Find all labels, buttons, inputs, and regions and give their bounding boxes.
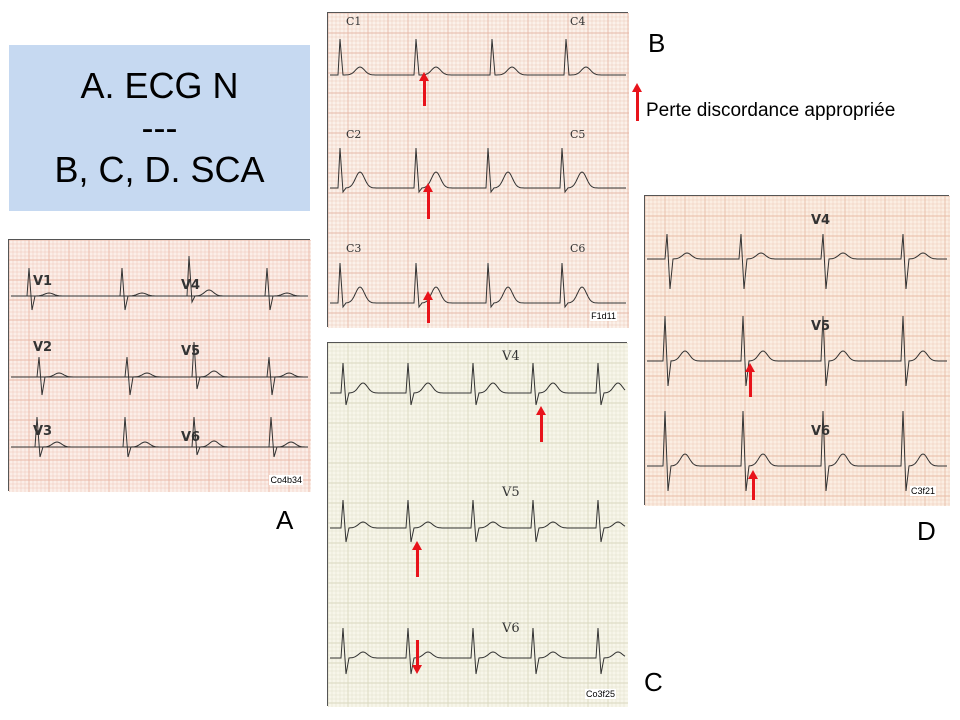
ecg-trace-a bbox=[9, 240, 311, 492]
lead-label: V6 bbox=[811, 424, 831, 439]
lead-label: V4 bbox=[181, 278, 201, 293]
lead-label: C6 bbox=[570, 242, 586, 255]
panel-letter-c: C bbox=[644, 667, 663, 697]
red-arrow-icon bbox=[419, 72, 429, 106]
panel-letter-d: D bbox=[917, 516, 936, 546]
ecg-panel-c: V4 V5 V6 Co3f25 bbox=[327, 342, 628, 707]
red-arrow-icon bbox=[745, 363, 755, 397]
lead-label: V1 bbox=[33, 274, 53, 289]
panel-letter-b: B bbox=[648, 28, 666, 58]
title-line-2: --- bbox=[141, 107, 178, 148]
lead-label: V4 bbox=[811, 213, 831, 228]
lead-label: V6 bbox=[181, 430, 201, 445]
ecg-lead-trace bbox=[11, 255, 308, 304]
lead-label: V2 bbox=[33, 340, 53, 355]
lead-label: V3 bbox=[33, 424, 53, 439]
ecg-lead-trace bbox=[330, 147, 626, 194]
lead-label: V4 bbox=[502, 349, 520, 364]
figure-code: C3f21 bbox=[909, 486, 936, 496]
figure-code: F1d11 bbox=[590, 311, 617, 321]
lead-label: C3 bbox=[346, 242, 362, 255]
red-arrow-icon bbox=[412, 640, 422, 674]
red-arrow-icon bbox=[423, 183, 433, 219]
grid-paper bbox=[645, 196, 950, 506]
lead-label: V5 bbox=[181, 344, 201, 359]
ecg-panel-d: V4 V5 V6 C3f21 bbox=[644, 195, 950, 506]
ecg-trace-d bbox=[645, 196, 950, 506]
figure-code: Co4b34 bbox=[269, 475, 303, 485]
lead-label: C4 bbox=[570, 15, 586, 28]
grid-paper bbox=[9, 240, 311, 492]
legend-text: Perte discordance appropriée bbox=[646, 100, 896, 121]
red-arrow-icon bbox=[423, 291, 433, 323]
red-arrow-icon bbox=[536, 406, 546, 442]
lead-label: V5 bbox=[502, 485, 520, 500]
ecg-trace-c bbox=[328, 343, 628, 707]
ecg-lead-trace bbox=[330, 627, 626, 675]
title-line-1: A. ECG N bbox=[80, 65, 239, 106]
grid-paper bbox=[328, 343, 628, 707]
figure-code: Co3f25 bbox=[584, 689, 616, 699]
ecg-lead-trace bbox=[647, 410, 947, 492]
ecg-lead-trace bbox=[11, 341, 308, 390]
ecg-panel-b: C1 C2 C3 C4 C5 C6 F1d11 bbox=[327, 12, 629, 328]
ecg-panel-a: V1 V2 V3 V4 V5 V6 Co4b34 bbox=[8, 239, 311, 492]
ecg-lead-trace bbox=[647, 233, 947, 290]
lead-label: V6 bbox=[502, 621, 520, 636]
lead-label: V5 bbox=[811, 319, 831, 334]
legend-arrow-icon bbox=[632, 83, 642, 121]
panel-letter-a: A bbox=[276, 505, 294, 535]
lead-label: C1 bbox=[346, 15, 362, 28]
ecg-trace-b bbox=[328, 13, 629, 328]
lead-label: C2 bbox=[346, 128, 362, 141]
red-arrow-icon bbox=[748, 470, 758, 500]
ecg-lead-trace bbox=[330, 262, 626, 309]
lead-label: C5 bbox=[570, 128, 586, 141]
grid-paper bbox=[328, 13, 629, 328]
ecg-lead-trace bbox=[330, 499, 626, 543]
ecg-lead-trace bbox=[330, 38, 626, 76]
ecg-lead-trace bbox=[330, 362, 626, 406]
ecg-lead-trace bbox=[11, 416, 308, 456]
red-arrow-icon bbox=[412, 541, 422, 577]
title-box: A. ECG N --- B, C, D. SCA bbox=[9, 45, 310, 211]
ecg-lead-trace bbox=[647, 315, 947, 387]
title-line-3: B, C, D. SCA bbox=[54, 149, 265, 190]
